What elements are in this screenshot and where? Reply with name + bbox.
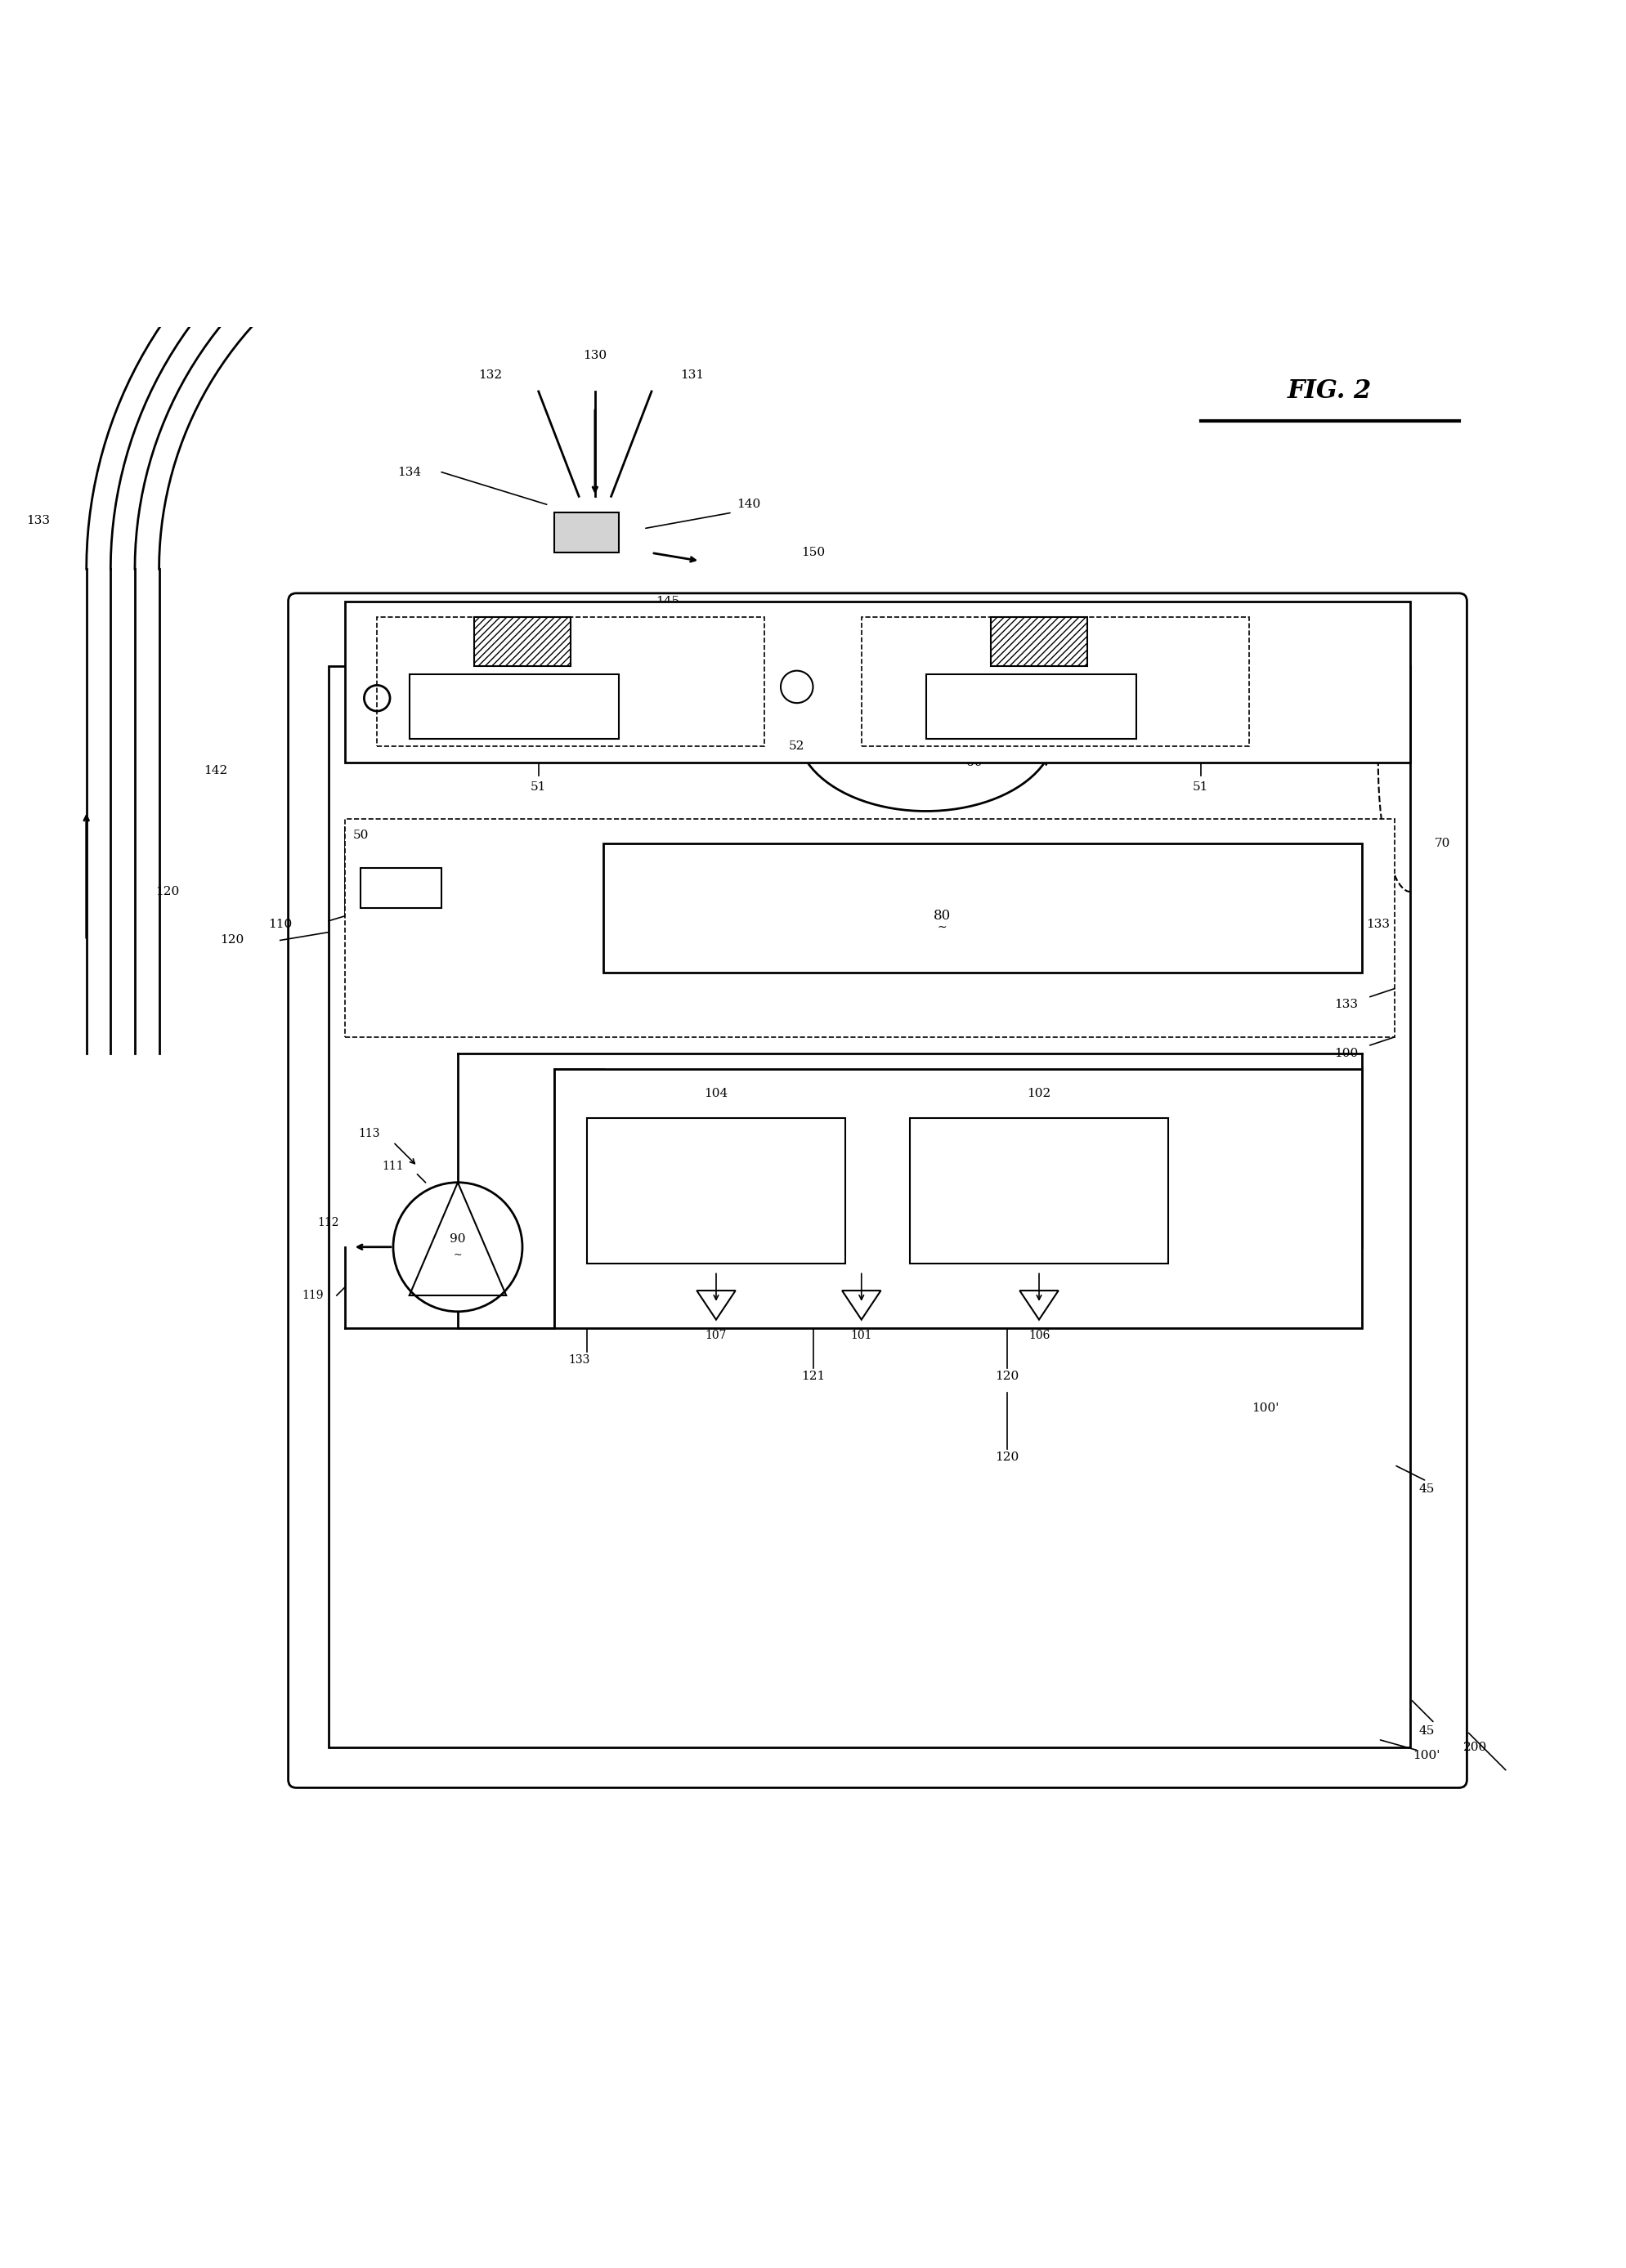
FancyBboxPatch shape xyxy=(862,617,1249,746)
Text: 110: 110 xyxy=(268,919,293,930)
Text: 106: 106 xyxy=(1028,1329,1050,1340)
Text: 200: 200 xyxy=(1463,1742,1486,1753)
Text: 45: 45 xyxy=(1418,1483,1434,1495)
Text: 52: 52 xyxy=(789,742,805,753)
Text: ~: ~ xyxy=(938,921,946,932)
Text: 51: 51 xyxy=(1192,780,1208,792)
Text: 111: 111 xyxy=(382,1161,405,1173)
Text: 145: 145 xyxy=(655,596,680,608)
Text: ~: ~ xyxy=(712,1220,720,1232)
Text: 150: 150 xyxy=(802,547,824,558)
Text: 53: 53 xyxy=(1161,846,1176,857)
Text: 131: 131 xyxy=(680,370,704,381)
Text: ~: ~ xyxy=(1034,1220,1044,1232)
Text: 45: 45 xyxy=(1418,1726,1434,1737)
Text: 141: 141 xyxy=(390,882,411,894)
FancyBboxPatch shape xyxy=(361,869,442,907)
Text: 120: 120 xyxy=(220,934,244,946)
Bar xyxy=(473,617,571,667)
Text: 107: 107 xyxy=(706,1329,727,1340)
Bar xyxy=(603,844,1363,973)
Text: ~: ~ xyxy=(454,1250,462,1261)
FancyBboxPatch shape xyxy=(927,674,1137,739)
Text: 134: 134 xyxy=(397,467,421,479)
Text: ~: ~ xyxy=(511,712,519,723)
Text: 130: 130 xyxy=(584,349,606,361)
Bar xyxy=(990,617,1088,667)
Text: 55: 55 xyxy=(1015,701,1031,712)
Bar xyxy=(554,513,620,553)
Text: 121: 121 xyxy=(802,1370,824,1381)
Text: 105: 105 xyxy=(706,1209,727,1220)
Text: 101: 101 xyxy=(850,1329,872,1340)
Bar xyxy=(554,1070,1363,1327)
Text: 119: 119 xyxy=(302,1290,324,1302)
Text: 133: 133 xyxy=(1333,1000,1358,1012)
Text: 133: 133 xyxy=(567,1354,590,1365)
Text: 100': 100' xyxy=(1252,1402,1278,1415)
Text: 132: 132 xyxy=(478,370,502,381)
Text: 51: 51 xyxy=(530,780,546,792)
FancyBboxPatch shape xyxy=(587,1118,846,1263)
Text: 142: 142 xyxy=(203,764,228,776)
FancyBboxPatch shape xyxy=(377,617,764,746)
Bar xyxy=(345,601,1410,762)
Text: 100: 100 xyxy=(1333,1048,1358,1059)
FancyBboxPatch shape xyxy=(911,1118,1167,1263)
Text: 50: 50 xyxy=(353,830,369,841)
Text: 102: 102 xyxy=(1028,1089,1050,1100)
FancyBboxPatch shape xyxy=(410,674,620,739)
Bar xyxy=(328,667,1410,1746)
Text: ~: ~ xyxy=(1026,712,1036,723)
Text: 140: 140 xyxy=(737,499,761,510)
Text: 120: 120 xyxy=(154,887,179,898)
FancyBboxPatch shape xyxy=(345,819,1393,1036)
Text: 70: 70 xyxy=(1434,837,1450,848)
Text: 90: 90 xyxy=(450,1234,465,1245)
Text: 113: 113 xyxy=(358,1127,380,1141)
Text: 133: 133 xyxy=(1366,919,1390,930)
Text: 220: 220 xyxy=(1020,701,1042,712)
Text: 100': 100' xyxy=(1413,1751,1441,1762)
Text: 220: 220 xyxy=(502,701,527,712)
Text: 60: 60 xyxy=(966,758,982,769)
Text: 103: 103 xyxy=(1028,1209,1050,1220)
Text: FIG. 2: FIG. 2 xyxy=(1288,379,1372,404)
FancyBboxPatch shape xyxy=(288,594,1467,1787)
Text: 120: 120 xyxy=(995,1370,1020,1381)
Text: 133: 133 xyxy=(26,515,50,526)
Text: 104: 104 xyxy=(704,1089,728,1100)
Text: 54: 54 xyxy=(434,708,449,719)
Text: 112: 112 xyxy=(317,1218,340,1229)
Text: 120: 120 xyxy=(995,1452,1020,1463)
Text: 80: 80 xyxy=(933,909,951,923)
